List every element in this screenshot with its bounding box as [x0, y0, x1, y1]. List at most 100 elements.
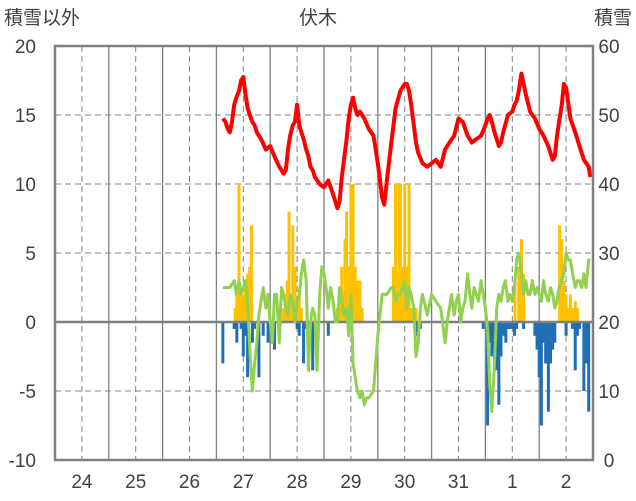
- snow-change-bar: [295, 322, 299, 329]
- right-tick-label: 10: [598, 382, 619, 403]
- precip-bar: [407, 184, 411, 322]
- x-tick-label: 2: [561, 472, 572, 493]
- left-axis-ticks: 20 15 10 5 0 -5 -10: [9, 37, 36, 472]
- right-tick-label: 50: [598, 106, 619, 127]
- snow-change-bar: [575, 322, 579, 336]
- precip-bar: [394, 184, 398, 322]
- x-tick-label: 30: [394, 472, 415, 493]
- x-tick-label: 27: [233, 472, 254, 493]
- snow-change-bar: [504, 322, 508, 343]
- left-axis-label: 積雪以外: [4, 7, 80, 29]
- snow-change-bar: [501, 322, 505, 336]
- snow-change-bar: [551, 322, 555, 350]
- snow-change-bar: [232, 322, 236, 329]
- snow-depth-line: [221, 71, 593, 211]
- temperature-series: [222, 251, 591, 414]
- left-tick-label: 15: [15, 106, 36, 127]
- snow-change-bar: [243, 322, 247, 336]
- snow-change-bar: [239, 322, 243, 329]
- right-tick-label: 60: [598, 37, 619, 58]
- snow-change-bar: [542, 322, 546, 343]
- precip-bar: [282, 308, 286, 322]
- snow-change-bar: [515, 322, 519, 329]
- precip-bar: [409, 308, 413, 322]
- left-tick-label: 10: [15, 175, 36, 196]
- plot-frame: [53, 44, 595, 462]
- snow-change-bar: [235, 322, 239, 343]
- precip-bar: [233, 308, 237, 322]
- x-tick-label: 25: [125, 472, 146, 493]
- snow-change-bar: [266, 322, 270, 343]
- snow-change-bar: [261, 322, 265, 336]
- precip-bar: [558, 225, 562, 322]
- snow-change-bar: [548, 322, 552, 364]
- snow-change-bar: [582, 322, 586, 391]
- snow-change-bar: [537, 322, 541, 378]
- snow-change-bar: [246, 322, 250, 378]
- snow-change-bar: [535, 322, 539, 350]
- snow-change-bar: [578, 322, 582, 329]
- snow-change-bar: [533, 322, 537, 336]
- precip-bar: [358, 280, 362, 322]
- precip-bar: [289, 294, 293, 322]
- precip-bar: [248, 266, 252, 322]
- snow-change-bar: [250, 322, 254, 343]
- snow-change-bar: [512, 322, 516, 336]
- x-tick-label: 28: [287, 472, 308, 493]
- left-tick-label: 5: [25, 244, 36, 265]
- precip-bar: [397, 184, 401, 322]
- right-tick-label: 40: [598, 175, 619, 196]
- snow-change-bar: [497, 322, 501, 405]
- precip-bar: [239, 294, 243, 322]
- precip-bar: [566, 308, 570, 322]
- precip-bar: [243, 280, 247, 322]
- snow-change-bar: [506, 322, 510, 329]
- snow-change-bar: [495, 322, 499, 371]
- precip-bar: [517, 266, 521, 322]
- precip-bar: [401, 266, 405, 322]
- right-tick-label: 20: [598, 313, 619, 334]
- x-tick-label: 31: [448, 472, 469, 493]
- precip-bar: [414, 308, 418, 322]
- snow-change-bar: [573, 322, 577, 371]
- snow-change-bar: [564, 322, 568, 336]
- snow-change-bar: [587, 322, 591, 412]
- x-tick-label: 26: [179, 472, 200, 493]
- precip-bar: [345, 211, 349, 322]
- right-axis-label: 積雪: [594, 7, 632, 29]
- precip-bar: [293, 266, 297, 322]
- x-axis-ticks: 24 25 26 27 28 29 30 31 1 2: [71, 472, 571, 493]
- plot-border: [53, 44, 595, 462]
- chart-title: 伏木: [299, 7, 337, 29]
- snow-change-bar: [302, 322, 306, 364]
- right-tick-label: 0: [604, 451, 615, 472]
- precip-bar: [237, 184, 241, 322]
- snow-change-bar: [488, 322, 492, 343]
- precip-bar: [299, 308, 303, 322]
- precip-bar: [287, 211, 291, 322]
- precip-bar: [571, 308, 575, 322]
- snow-change-bar: [481, 322, 485, 329]
- precip-bar: [241, 294, 245, 322]
- snow-change-bar: [510, 322, 514, 329]
- x-tick-label: 29: [340, 472, 361, 493]
- snow-change-bar: [486, 322, 490, 426]
- precip-bar: [297, 294, 301, 322]
- precip-bar: [291, 225, 295, 322]
- snow-change-bar: [490, 322, 494, 357]
- snow-change-bar: [326, 322, 330, 336]
- precip-bar: [522, 273, 526, 322]
- precip-bar: [360, 308, 364, 322]
- snow-change-bar: [553, 322, 557, 343]
- precip-bar: [353, 266, 357, 322]
- temperature-line: [222, 251, 591, 414]
- precip-bar: [235, 294, 239, 322]
- left-tick-label: -10: [9, 451, 36, 472]
- precip-bar: [351, 184, 355, 322]
- precip-bar: [403, 184, 407, 322]
- snow-change-bar: [571, 322, 575, 329]
- precip-bar: [573, 301, 577, 322]
- snow-change-bar: [297, 322, 301, 336]
- grid-lines: [55, 46, 593, 460]
